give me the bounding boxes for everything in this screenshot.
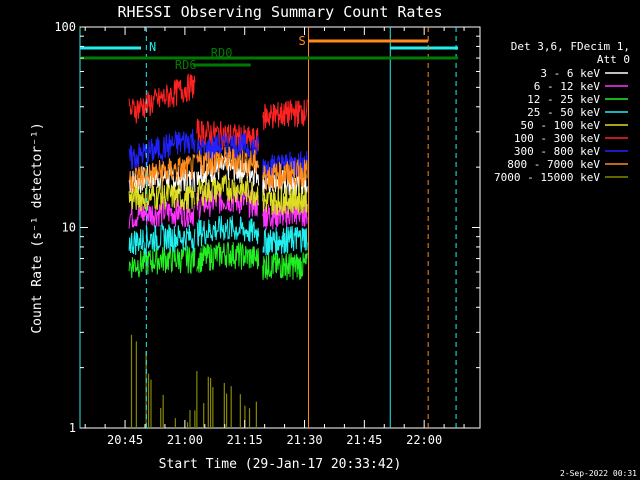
x-tick-label: 21:15 — [227, 433, 263, 447]
series-trace — [262, 252, 308, 281]
series-trace — [262, 98, 308, 131]
rd6-flag-label: RD6 — [175, 58, 197, 72]
chart-title: RHESSI Observing Summary Count Rates — [117, 3, 442, 21]
legend-entry-label: 100 - 300 keV — [514, 132, 600, 145]
x-tick-label: 21:30 — [286, 433, 322, 447]
series-trace — [128, 182, 196, 213]
legend-entry-label: 12 - 25 keV — [527, 93, 600, 106]
legend-entry-label: 6 - 12 keV — [534, 80, 601, 93]
flag-layer: N S RD0 RD6 — [79, 27, 458, 428]
plot-frame — [79, 26, 481, 429]
series-trace — [128, 153, 196, 193]
x-tick-label: 21:45 — [346, 433, 382, 447]
x-tick-label: 22:00 — [406, 433, 442, 447]
y-tick-label: 100 — [54, 20, 76, 34]
y-tick-label: 1 — [69, 421, 76, 435]
legend-entry-label: 300 - 800 keV — [514, 145, 600, 158]
x-tick-label: 21:00 — [167, 433, 203, 447]
series-trace — [196, 173, 260, 207]
x-axis-label: Start Time (29-Jan-17 20:33:42) — [159, 457, 402, 472]
legend-entry-label: 7000 - 15000 keV — [494, 171, 600, 184]
legend-entry-label: 25 - 50 keV — [527, 106, 600, 119]
y-axis-label: Count Rate (s⁻¹ detector⁻¹) — [30, 122, 45, 333]
n-flag-label: N — [149, 40, 156, 54]
series-trace — [196, 118, 260, 154]
timestamp: 2-Sep-2022 00:31 — [560, 469, 637, 478]
legend-entry-label: 800 - 7000 keV — [507, 158, 600, 171]
legend-header: Det 3,6, FDecim 1, — [511, 40, 630, 53]
series-trace — [196, 241, 260, 273]
series-trace — [128, 128, 196, 171]
series-trace — [262, 225, 308, 256]
legend-entry-label: 3 - 6 keV — [540, 67, 600, 80]
x-axis: 20:45 21:00 21:15 21:30 21:45 22:00 — [84, 27, 465, 447]
y-axis: 1 10 100 — [54, 20, 480, 435]
y-tick-label: 10 — [62, 221, 76, 235]
rd0-flag-label: RD0 — [211, 46, 233, 60]
series-trace — [196, 215, 260, 247]
legend-header: Att 0 — [597, 53, 630, 66]
series-trace — [262, 159, 308, 192]
data-layer — [128, 73, 308, 428]
series-trace — [262, 186, 308, 216]
series-trace — [196, 146, 260, 177]
series-trace — [128, 73, 196, 124]
series-trace — [128, 222, 196, 256]
legend-entry-label: 50 - 100 keV — [521, 119, 601, 132]
series-trace — [128, 245, 196, 279]
s-flag-label: S — [299, 34, 306, 48]
x-tick-label: 20:45 — [107, 433, 143, 447]
